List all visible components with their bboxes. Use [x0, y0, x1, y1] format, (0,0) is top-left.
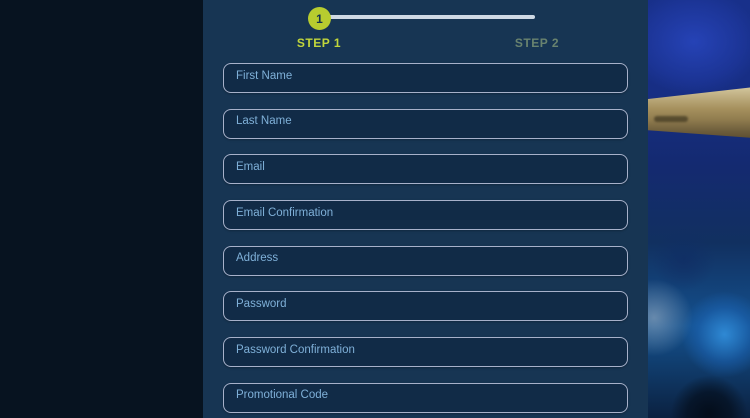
step-1-number: 1 [316, 11, 323, 26]
form-fields [223, 63, 628, 413]
left-panel [0, 0, 203, 418]
step-2-label: STEP 2 [514, 36, 560, 50]
password-input[interactable] [223, 291, 628, 322]
promotional-code-input[interactable] [223, 382, 628, 413]
address-input[interactable] [223, 245, 628, 276]
progress-stepper: 1 STEP 1 STEP 2 [203, 0, 648, 56]
last-name-input[interactable] [223, 108, 628, 139]
progress-line [327, 15, 535, 19]
baseball-bat-image [648, 86, 750, 139]
step-1-indicator: 1 [308, 7, 331, 30]
bat-brand-mark [654, 116, 688, 122]
step-1-label: STEP 1 [296, 36, 342, 50]
first-name-input[interactable] [223, 63, 628, 93]
signup-form-panel: 1 STEP 1 STEP 2 [203, 0, 648, 418]
background-photo [648, 0, 750, 418]
password-confirmation-input[interactable] [223, 337, 628, 368]
email-confirmation-input[interactable] [223, 200, 628, 231]
email-input[interactable] [223, 154, 628, 185]
